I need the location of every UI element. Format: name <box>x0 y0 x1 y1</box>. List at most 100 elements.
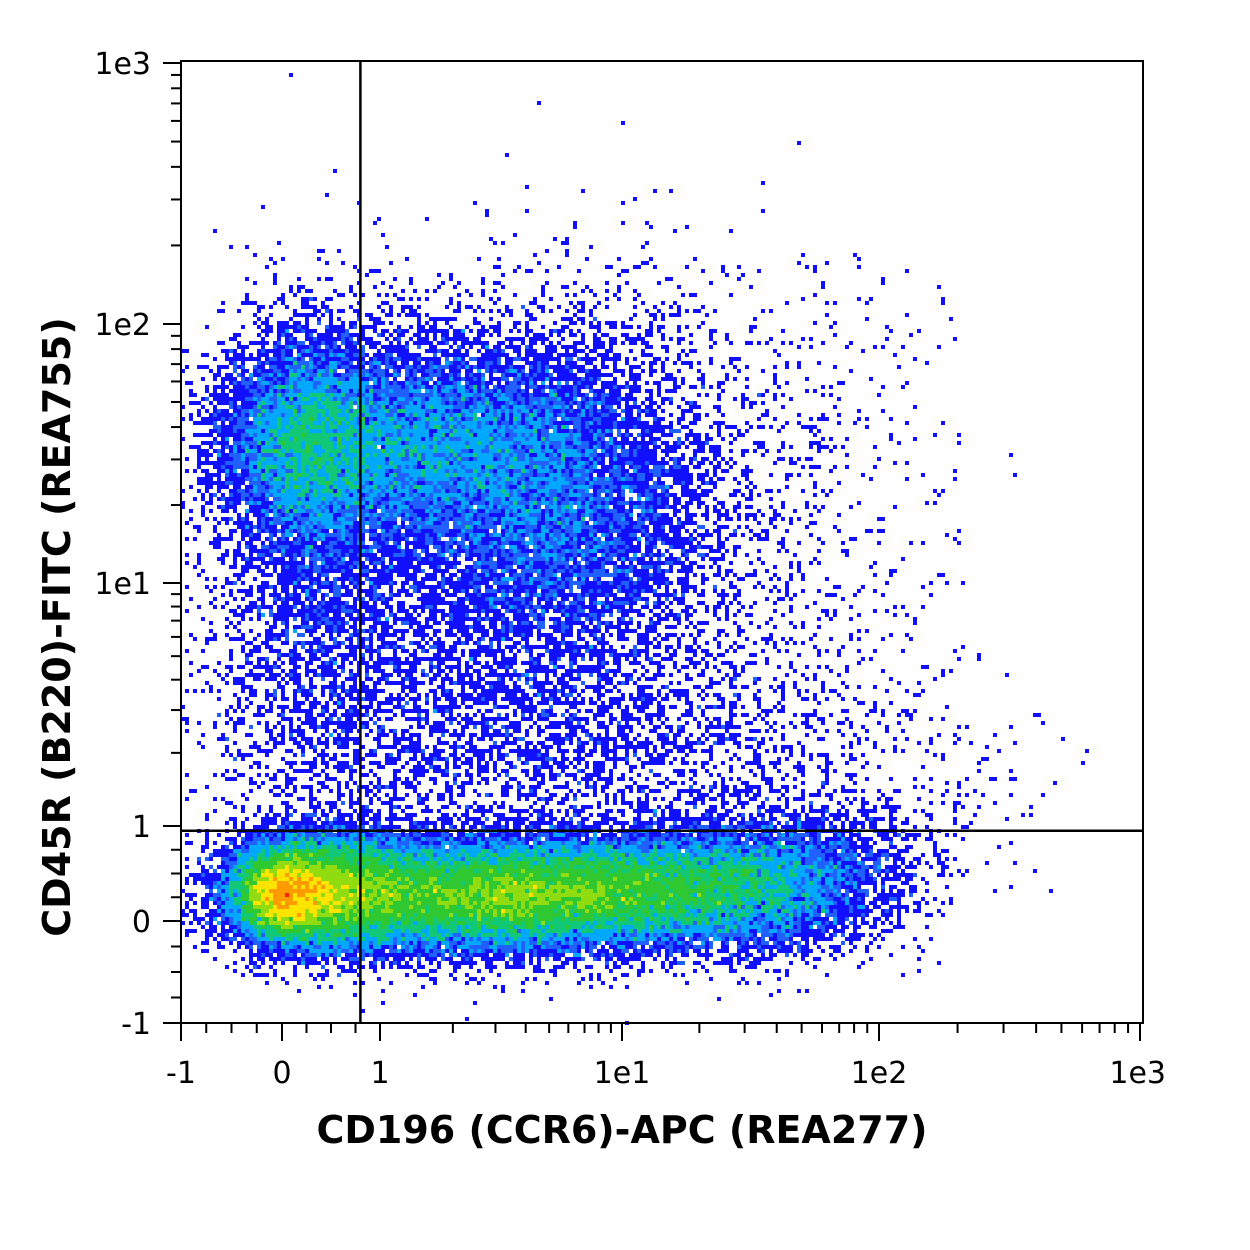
event-density-cell <box>641 469 645 473</box>
event-density-cell <box>361 465 365 469</box>
event-density-cell <box>277 421 281 425</box>
event-density-cell <box>513 357 517 361</box>
event-density-cell <box>337 433 341 437</box>
event-density-cell <box>417 445 421 449</box>
event-density-cell <box>481 389 485 393</box>
event-density-cell <box>505 481 509 485</box>
event-density-cell <box>233 449 237 453</box>
event-density-cell <box>277 385 281 389</box>
event-density-cell <box>709 357 713 361</box>
event-density-cell <box>557 385 561 389</box>
event-density-cell <box>613 485 617 489</box>
event-density-cell <box>373 341 377 345</box>
event-density-cell <box>749 329 753 333</box>
event-density-cell <box>281 369 285 373</box>
event-density-cell <box>325 345 329 349</box>
event-density-cell <box>397 429 401 433</box>
event-density-cell <box>433 321 437 325</box>
event-density-cell <box>505 369 509 373</box>
event-density-cell <box>409 405 413 409</box>
event-density-cell <box>589 361 593 365</box>
event-density-cell <box>525 453 529 457</box>
event-density-cell <box>221 301 225 305</box>
event-density-cell <box>265 397 269 401</box>
event-density-cell <box>497 429 501 433</box>
event-density-cell <box>397 441 401 445</box>
event-density-cell <box>285 453 289 457</box>
event-density-cell <box>553 461 557 465</box>
event-density-cell <box>393 401 397 405</box>
event-density-cell <box>253 413 257 417</box>
event-density-cell <box>337 417 341 421</box>
event-density-cell <box>289 345 293 349</box>
event-density-cell <box>413 289 417 293</box>
event-density-cell <box>249 457 253 461</box>
event-density-cell <box>473 341 477 345</box>
event-density-cell <box>557 373 561 377</box>
event-density-cell <box>269 409 273 413</box>
event-density-cell <box>673 381 677 385</box>
event-density-cell <box>545 477 549 481</box>
event-density-cell <box>321 397 325 401</box>
event-density-cell <box>401 361 405 365</box>
event-density-cell <box>721 365 725 369</box>
event-density-cell <box>309 437 313 441</box>
event-density-cell <box>437 469 441 473</box>
event-density-cell <box>305 445 309 449</box>
event-density-cell <box>349 341 353 345</box>
event-density-cell <box>405 345 409 349</box>
event-density-cell <box>609 341 613 345</box>
event-density-cell <box>413 433 417 437</box>
event-density-cell <box>609 433 613 437</box>
event-density-cell <box>225 469 229 473</box>
event-density-cell <box>613 421 617 425</box>
event-density-cell <box>565 325 569 329</box>
event-density-cell <box>273 465 277 469</box>
event-density-cell <box>521 485 525 489</box>
event-density-cell <box>565 457 569 461</box>
event-density-cell <box>781 425 785 429</box>
event-density-cell <box>565 309 569 313</box>
event-density-cell <box>465 481 469 485</box>
event-density-cell <box>305 465 309 469</box>
event-density-cell <box>609 401 613 405</box>
event-density-cell <box>537 361 541 365</box>
event-density-cell <box>333 409 337 413</box>
event-density-cell <box>405 353 409 357</box>
event-density-cell <box>233 465 237 469</box>
event-density-cell <box>277 485 281 489</box>
event-density-cell <box>433 357 437 361</box>
event-density-cell <box>253 429 257 433</box>
event-density-cell <box>585 397 589 401</box>
event-density-cell <box>485 213 489 217</box>
event-density-cell <box>549 341 553 345</box>
event-density-cell <box>517 437 521 441</box>
event-density-cell <box>629 477 633 481</box>
event-density-cell <box>425 329 429 333</box>
event-density-cell <box>241 433 245 437</box>
event-density-cell <box>245 457 249 461</box>
event-density-cell <box>569 473 573 477</box>
event-density-cell <box>213 389 217 393</box>
event-density-cell <box>489 317 493 321</box>
event-density-cell <box>537 357 541 361</box>
event-density-cell <box>609 357 613 361</box>
event-density-cell <box>181 405 185 409</box>
event-density-cell <box>253 473 257 477</box>
event-density-cell <box>297 481 301 485</box>
event-density-cell <box>405 365 409 369</box>
event-density-cell <box>269 257 273 261</box>
event-density-cell <box>505 449 509 453</box>
event-density-cell <box>517 321 521 325</box>
event-density-cell <box>625 453 629 457</box>
event-density-cell <box>557 341 561 345</box>
event-density-cell <box>661 449 665 453</box>
event-density-cell <box>349 397 353 401</box>
event-density-cell <box>437 357 441 361</box>
event-density-cell <box>201 441 205 445</box>
event-density-cell <box>301 285 305 289</box>
event-density-cell <box>421 477 425 481</box>
event-density-cell <box>389 453 393 457</box>
event-density-cell <box>617 353 621 357</box>
event-density-cell <box>553 405 557 409</box>
